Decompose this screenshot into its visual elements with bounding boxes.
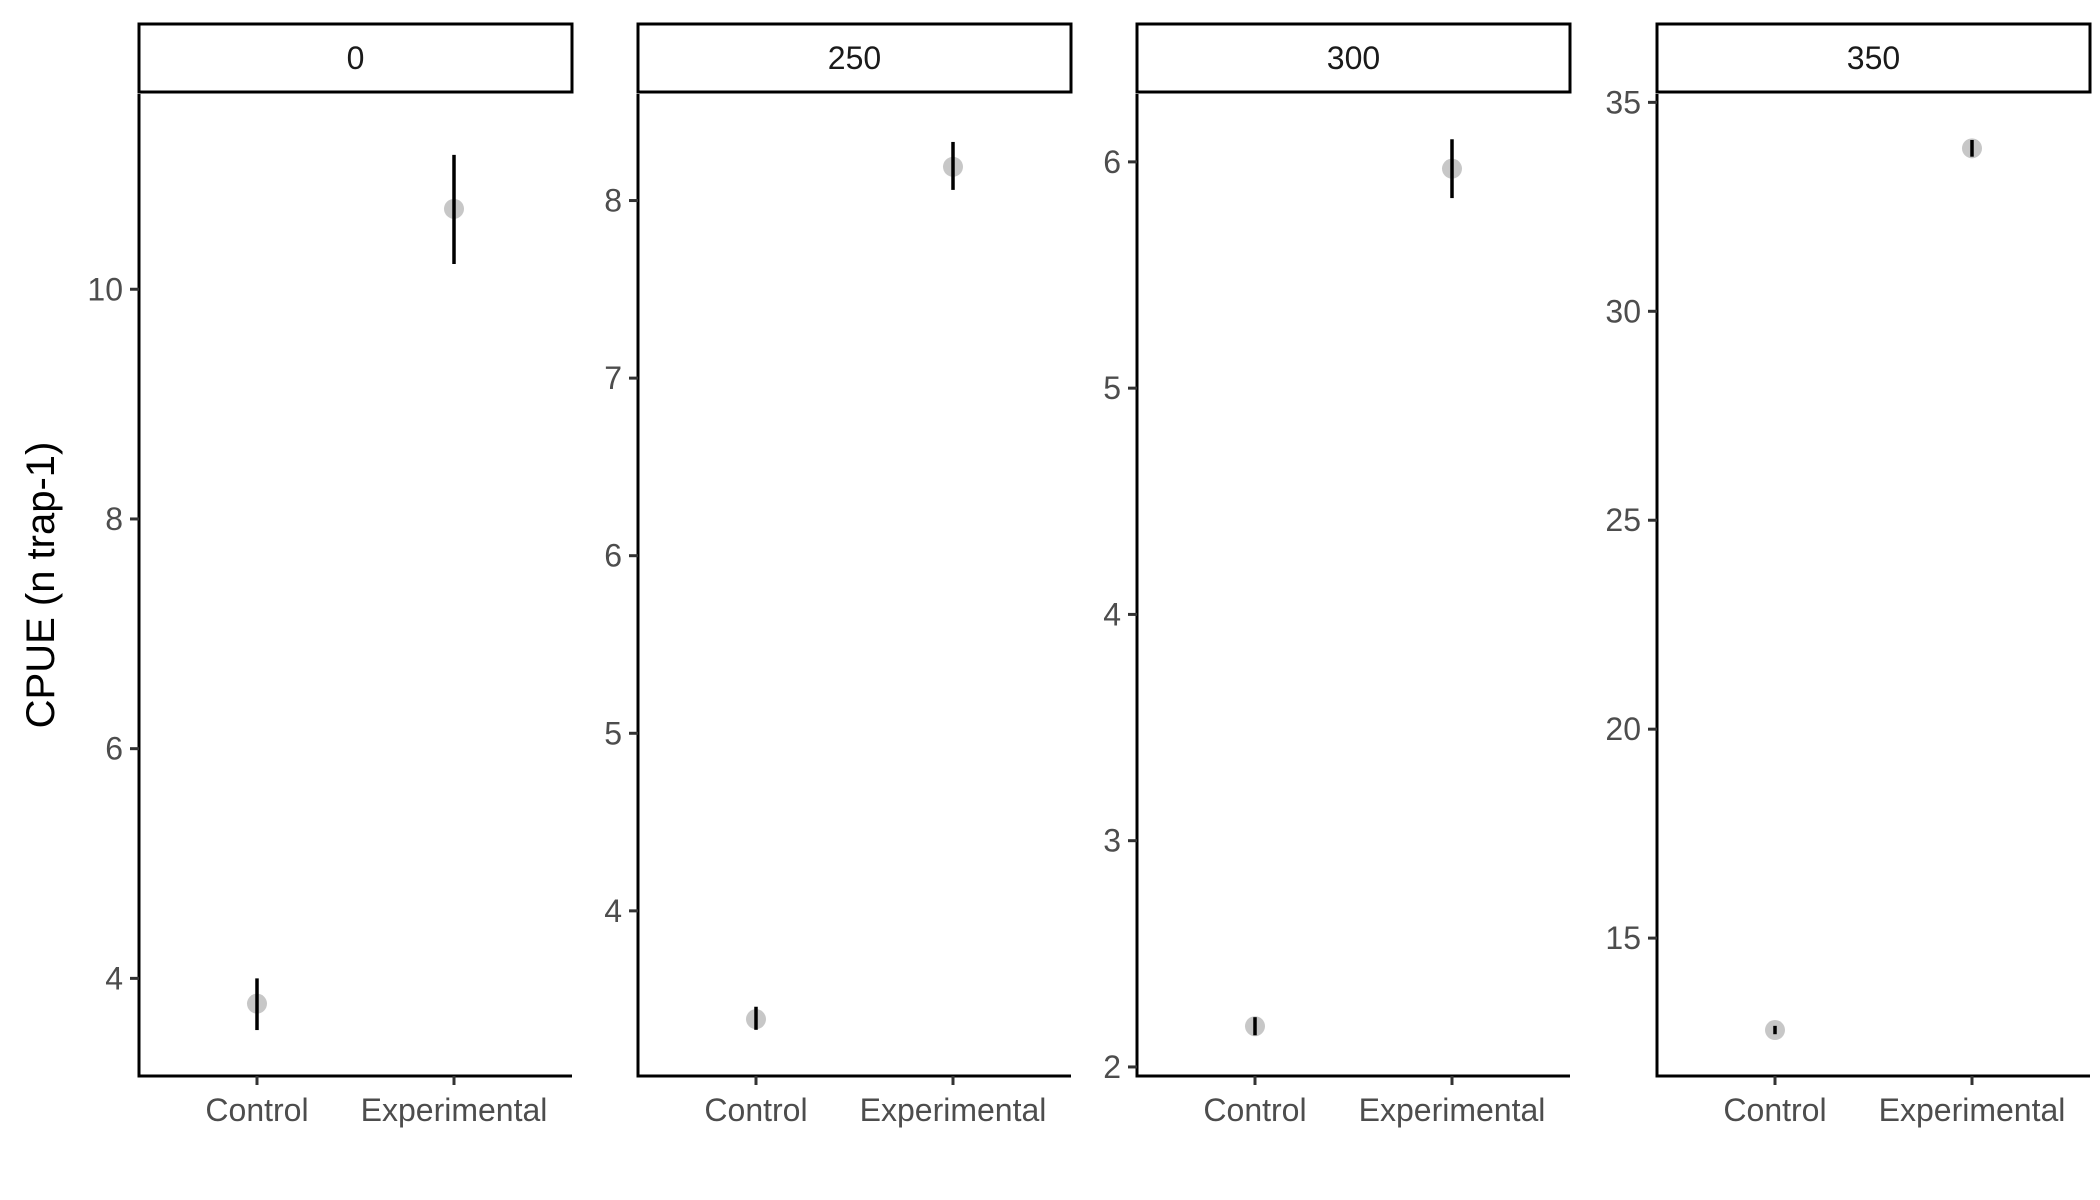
facet-strip <box>636 22 1073 94</box>
y-tick-label: 3 <box>1103 823 1121 859</box>
facet-panel-300: 300 2 3 4 5 6 Control Experimental <box>1103 22 1572 1128</box>
x-tick-label: Experimental <box>1359 1092 1546 1128</box>
x-tick-label: Experimental <box>1879 1092 2066 1128</box>
x-tick-label: Control <box>1723 1092 1826 1128</box>
y-tick-label: 15 <box>1605 920 1641 956</box>
facet-strip-label: 300 <box>1327 40 1380 76</box>
x-tick-label: Experimental <box>361 1092 548 1128</box>
y-tick-label: 5 <box>604 715 622 751</box>
x-tick-label: Control <box>704 1092 807 1128</box>
y-tick-label: 30 <box>1605 293 1641 329</box>
y-tick-label: 6 <box>105 731 123 767</box>
y-tick-label: 6 <box>1103 144 1121 180</box>
y-tick-label: 4 <box>105 960 123 996</box>
y-tick-label: 20 <box>1605 711 1641 747</box>
facet-strip-label: 250 <box>828 40 881 76</box>
facet-strip-label: 350 <box>1847 40 1900 76</box>
y-tick-label: 6 <box>604 538 622 574</box>
facet-panel-250: 250 4 5 6 7 8 Control Experimental <box>604 22 1073 1128</box>
facet-panel-0: 0 4 6 8 10 Control Experimental <box>87 22 574 1128</box>
x-tick-label: Control <box>205 1092 308 1128</box>
y-tick-label: 25 <box>1605 502 1641 538</box>
facet-strip-label: 0 <box>347 40 365 76</box>
y-tick-label: 8 <box>105 501 123 537</box>
y-tick-label: 5 <box>1103 370 1121 406</box>
y-tick-label: 7 <box>604 360 622 396</box>
facet-panel-350: 350 15 20 25 30 35 Control Experimental <box>1605 22 2092 1128</box>
y-tick-label: 8 <box>604 183 622 219</box>
facet-panels: 0 4 6 8 10 Control Experimental 250 4 5 6 7 8 Control… <box>87 22 2092 1128</box>
x-tick-label: Control <box>1203 1092 1306 1128</box>
facet-strip <box>137 22 574 94</box>
x-tick-label: Experimental <box>860 1092 1047 1128</box>
y-tick-label: 10 <box>87 271 123 307</box>
facet-strip <box>1655 22 2092 94</box>
y-tick-label: 35 <box>1605 84 1641 120</box>
facet-strip <box>1135 22 1572 94</box>
y-tick-label: 2 <box>1103 1049 1121 1085</box>
y-tick-label: 4 <box>604 893 622 929</box>
y-tick-label: 4 <box>1103 596 1121 632</box>
y-axis-title: CPUE (n trap-1) <box>19 442 63 729</box>
